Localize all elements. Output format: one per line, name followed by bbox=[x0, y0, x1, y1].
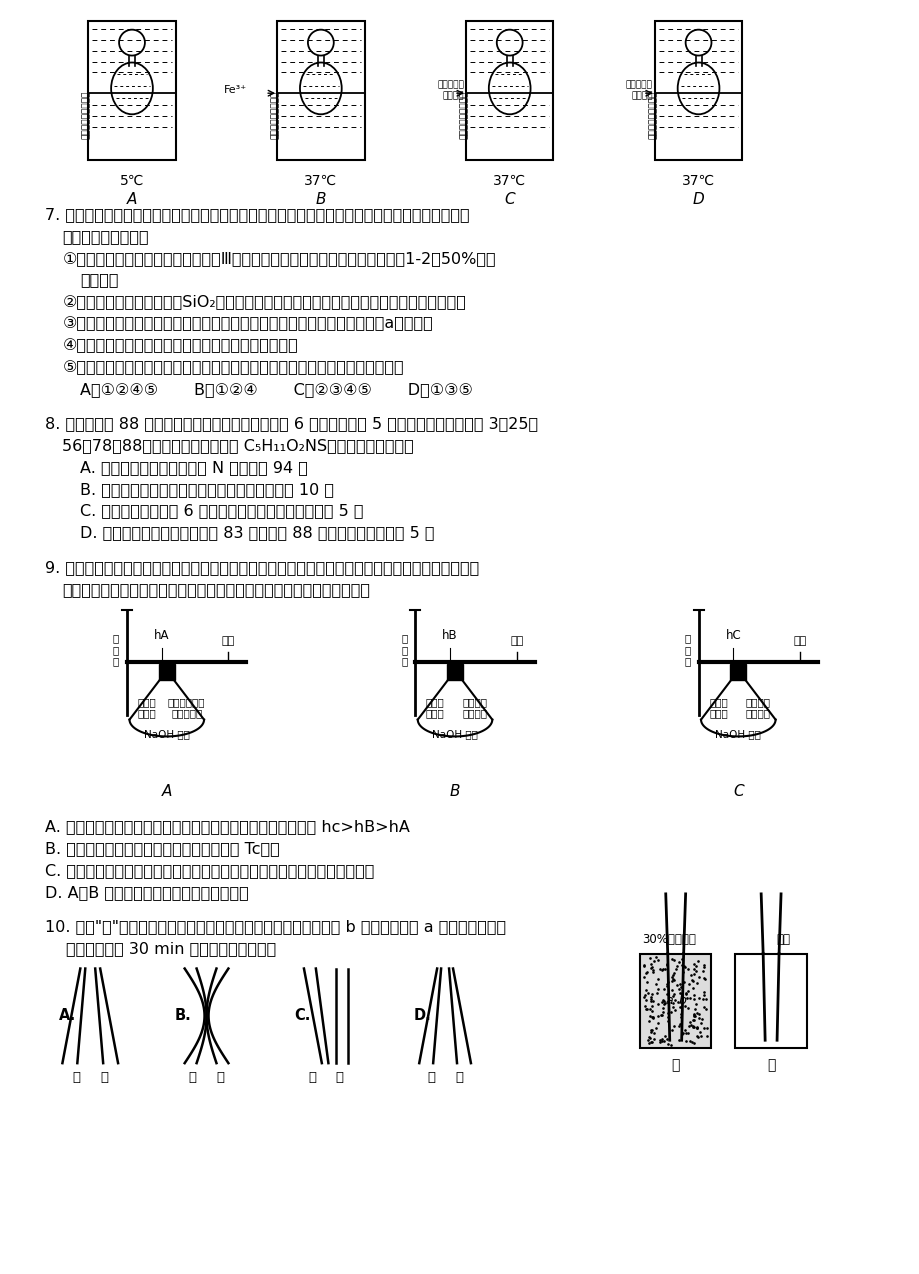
Text: 刚萌发的
花生种子: 刚萌发的 花生种子 bbox=[745, 697, 770, 719]
Text: C: C bbox=[732, 785, 743, 799]
Text: C. 去掉甲硫氨酸得到 6 条肽链，氨基和羧基均分别增加 5 个: C. 去掉甲硫氨酸得到 6 条肽链，氨基和羧基均分别增加 5 个 bbox=[80, 503, 363, 519]
Text: 洗去浮色: 洗去浮色 bbox=[80, 273, 119, 288]
Text: 液滴: 液滴 bbox=[221, 636, 234, 646]
Text: C. 玻璃管中有色液滴移动的距离是种子呼吸消耗氧气和释放二氧化碳的差值: C. 玻璃管中有色液滴移动的距离是种子呼吸消耗氧气和释放二氧化碳的差值 bbox=[44, 862, 373, 878]
Text: 乙: 乙 bbox=[100, 1071, 108, 1084]
Text: hC: hC bbox=[725, 629, 741, 642]
Text: 刚萌发的
小麦种子: 刚萌发的 小麦种子 bbox=[462, 697, 487, 719]
Text: 刚萌发、消毒
的小麦种子: 刚萌发、消毒 的小麦种子 bbox=[168, 697, 205, 719]
Text: ①用滴管在花生子叶薄片上滴加苏丹Ⅲ染液，发现满视野都呈现橘黄色，于是滴1-2滴50%盐酸: ①用滴管在花生子叶薄片上滴加苏丹Ⅲ染液，发现满视野都呈现橘黄色，于是滴1-2滴5… bbox=[62, 251, 495, 266]
Text: 猪肝脏匀浆与缓冲液: 猪肝脏匀浆与缓冲液 bbox=[270, 90, 279, 139]
Text: ②取新鲜的菠菜叶，加少许SiO₂和丙酮，研磨液呈黄绿色。于是判断是菠菜叶用量太少导致: ②取新鲜的菠菜叶，加少许SiO₂和丙酮，研磨液呈黄绿色。于是判断是菠菜叶用量太少… bbox=[62, 294, 466, 310]
Bar bbox=[277, 20, 364, 161]
Text: 乙: 乙 bbox=[216, 1071, 224, 1084]
Text: hB: hB bbox=[442, 629, 458, 642]
Text: D: D bbox=[692, 192, 704, 206]
Text: 温
度
计: 温 度 计 bbox=[684, 633, 690, 666]
Text: NaOH 溶液: NaOH 溶液 bbox=[432, 730, 478, 740]
Text: A. 一段时间后，玻璃管中的有色液滴移动的距离的关系可能为 hc>hB>hA: A. 一段时间后，玻璃管中的有色液滴移动的距离的关系可能为 hc>hB>hA bbox=[44, 819, 409, 834]
Text: 温
度
计: 温 度 计 bbox=[401, 633, 407, 666]
Text: 乙: 乙 bbox=[455, 1071, 462, 1084]
Text: A: A bbox=[127, 192, 137, 206]
Text: D.: D. bbox=[413, 1008, 431, 1023]
Text: 猪肝脏匀浆与缓冲液: 猪肝脏匀浆与缓冲液 bbox=[648, 90, 656, 139]
Bar bbox=[640, 954, 710, 1049]
Text: 9. 下图是一种可测定呼吸速率的密闭系统装置，把三套装置放在隔热且适宜的条件下培养（三装置中: 9. 下图是一种可测定呼吸速率的密闭系统装置，把三套装置放在隔热且适宜的条件下培… bbox=[44, 561, 478, 576]
Text: 乙: 乙 bbox=[766, 1059, 775, 1073]
Bar bbox=[654, 20, 742, 161]
Text: 37℃: 37℃ bbox=[681, 175, 714, 189]
Text: Fe³⁺: Fe³⁺ bbox=[224, 85, 247, 96]
Text: A．①②④⑤       B．①②④       C．②③④⑤       D．①③⑤: A．①②④⑤ B．①②④ C．②③④⑤ D．①③⑤ bbox=[80, 382, 472, 397]
Text: 湿滤纸
金属网: 湿滤纸 金属网 bbox=[137, 697, 156, 719]
Bar bbox=[88, 20, 176, 161]
Text: a: a bbox=[664, 995, 672, 1008]
Text: ⑤测定绿色植物的呼吸作用时需在暗处进行，可避免光合作用对实验结果的影响: ⑤测定绿色植物的呼吸作用时需在暗处进行，可避免光合作用对实验结果的影响 bbox=[62, 361, 403, 376]
Text: 甲: 甲 bbox=[426, 1071, 435, 1084]
Text: B. 去掉甲硫氨酸得到的肽链中，肽键数目会减少 10 个: B. 去掉甲硫氨酸得到的肽链中，肽键数目会减少 10 个 bbox=[80, 482, 334, 497]
Bar bbox=[447, 664, 462, 680]
Text: B: B bbox=[449, 785, 460, 799]
Text: 湿滤纸
金属网: 湿滤纸 金属网 bbox=[425, 697, 444, 719]
Text: 8. 某条肽链由 88 个氨基酸缩合而成，其中共有氨基 6 个，甲硫氨酸 5 个且在肽链中的位置为 3、25、: 8. 某条肽链由 88 个氨基酸缩合而成，其中共有氨基 6 个，甲硫氨酸 5 个… bbox=[44, 417, 537, 431]
Text: 湿滤纸
金属网: 湿滤纸 金属网 bbox=[709, 697, 727, 719]
Text: 30%蔗糖溶液: 30%蔗糖溶液 bbox=[641, 933, 695, 945]
Text: ③在纸层析法分离叶绿体中色素的结果中，蓝绿色带最宽，可判断为叶绿素a含量最多: ③在纸层析法分离叶绿体中色素的结果中，蓝绿色带最宽，可判断为叶绿素a含量最多 bbox=[62, 316, 433, 331]
Text: 鲜肝脏匀浆
与缓冲液: 鲜肝脏匀浆 与缓冲液 bbox=[625, 80, 652, 99]
Text: 甲: 甲 bbox=[671, 1059, 679, 1073]
Text: 种子的质量相等且不考虑温度引起的体积膨胀）。下列有关说法错误的是: 种子的质量相等且不考虑温度引起的体积膨胀）。下列有关说法错误的是 bbox=[62, 582, 370, 598]
Bar bbox=[734, 954, 806, 1049]
Text: D. 去掉甲硫氨酸后重新形成的 83 肽与原来 88 肽相比，氧原子少了 5 个: D. 去掉甲硫氨酸后重新形成的 83 肽与原来 88 肽相比，氧原子少了 5 个 bbox=[80, 525, 435, 540]
Text: 液滴: 液滴 bbox=[509, 636, 523, 646]
Text: 37℃: 37℃ bbox=[304, 175, 337, 189]
Text: 易伸展，判断 30 min 后可能出现的形状是: 易伸展，判断 30 min 后可能出现的形状是 bbox=[66, 940, 277, 956]
Text: 7. 颜色变化常作为生物实验结果观察的一项重要指标，下面是一些学生在实验中遇到的问题，其中: 7. 颜色变化常作为生物实验结果观察的一项重要指标，下面是一些学生在实验中遇到的… bbox=[44, 206, 469, 222]
Text: A: A bbox=[162, 785, 172, 799]
Text: 乙: 乙 bbox=[335, 1071, 344, 1084]
Text: 液滴: 液滴 bbox=[792, 636, 806, 646]
Text: hA: hA bbox=[153, 629, 169, 642]
Text: 5℃: 5℃ bbox=[119, 175, 144, 189]
Text: A. 合成该多肽的氨基酸共有 N 原子数目 94 个: A. 合成该多肽的氨基酸共有 N 原子数目 94 个 bbox=[80, 460, 308, 475]
Text: C.: C. bbox=[294, 1008, 310, 1023]
Text: b: b bbox=[678, 995, 686, 1008]
Bar bbox=[465, 20, 553, 161]
Text: A.: A. bbox=[59, 1008, 75, 1023]
Text: NaOH 溶液: NaOH 溶液 bbox=[143, 730, 189, 740]
Text: 甲: 甲 bbox=[73, 1071, 80, 1084]
Text: B: B bbox=[315, 192, 325, 206]
Text: 10. 将带"皮"的细嫩的茎纵切后插入两烧杯中，如右图所示。已知 b 侧的细胞壁比 a 侧的细胞壁薄，: 10. 将带"皮"的细嫩的茎纵切后插入两烧杯中，如右图所示。已知 b 侧的细胞壁… bbox=[44, 919, 505, 934]
Text: 甲: 甲 bbox=[308, 1071, 315, 1084]
Text: 猪肝脏匀浆与缓冲液: 猪肝脏匀浆与缓冲液 bbox=[82, 90, 91, 139]
Bar bbox=[159, 664, 175, 680]
Text: 蒸水: 蒸水 bbox=[776, 933, 789, 945]
Text: 的错误操作或想法是: 的错误操作或想法是 bbox=[62, 229, 149, 243]
Text: D. A、B 两试管有色液滴左移的速率不一样: D. A、B 两试管有色液滴左移的速率不一样 bbox=[44, 885, 248, 899]
Text: 温
度
计: 温 度 计 bbox=[113, 633, 119, 666]
Text: NaOH 溶液: NaOH 溶液 bbox=[715, 730, 760, 740]
Text: C: C bbox=[504, 192, 515, 206]
Text: 猪肝脏匀浆与缓冲液: 猪肝脏匀浆与缓冲液 bbox=[459, 90, 468, 139]
Text: ④乳酸菌、酵母菌和蓝藻的细胞内都有核糖体和染色体: ④乳酸菌、酵母菌和蓝藻的细胞内都有核糖体和染色体 bbox=[62, 339, 298, 353]
Text: 37℃: 37℃ bbox=[493, 175, 526, 189]
Text: B.: B. bbox=[175, 1008, 191, 1023]
Text: B. 当种子中的有机物消耗完毕，温度计读数 Tc最高: B. 当种子中的有机物消耗完毕，温度计读数 Tc最高 bbox=[44, 841, 279, 856]
Text: 甲: 甲 bbox=[188, 1071, 197, 1084]
Text: 56、78、88，甲硫氨酸的分子式为 C₅H₁₁O₂NS，以下叙述正确的是: 56、78、88，甲硫氨酸的分子式为 C₅H₁₁O₂NS，以下叙述正确的是 bbox=[62, 438, 414, 452]
Bar bbox=[730, 664, 745, 680]
Text: 猪肝脏匀浆
与缓冲液: 猪肝脏匀浆 与缓冲液 bbox=[437, 80, 463, 99]
